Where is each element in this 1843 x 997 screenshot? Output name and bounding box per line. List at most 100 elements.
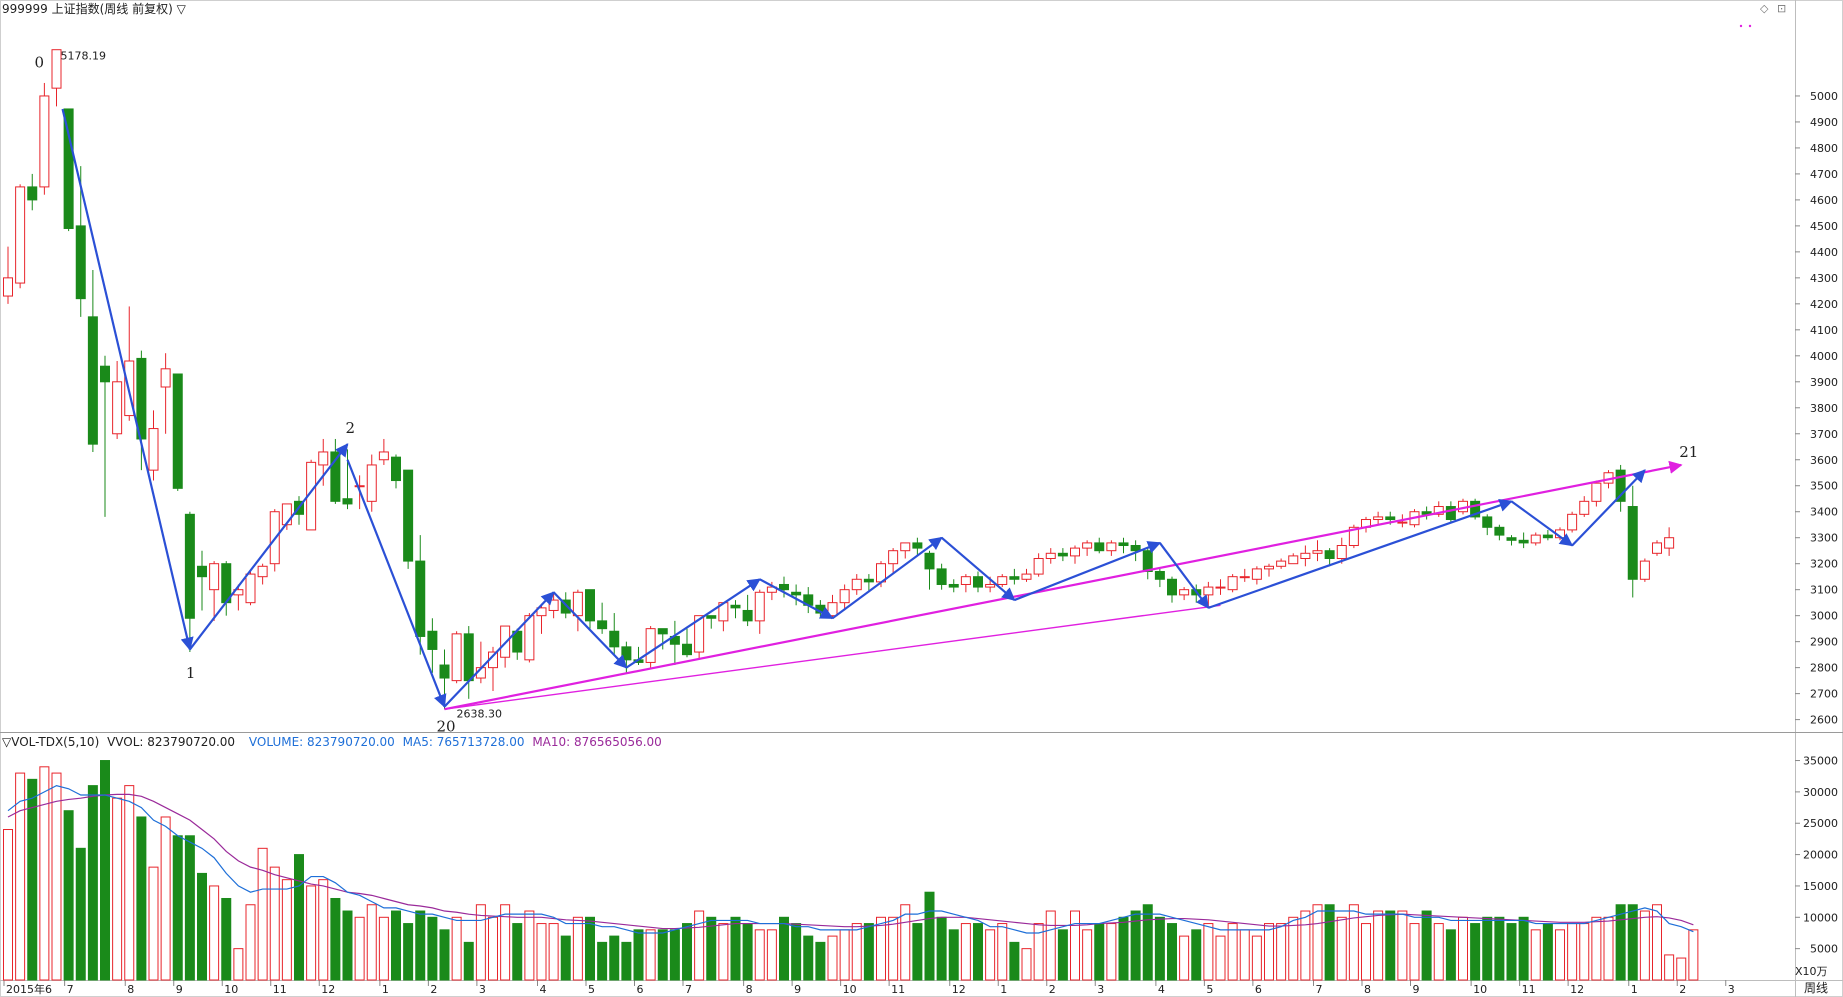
volume-bar[interactable] xyxy=(1445,929,1456,981)
volume-bar[interactable] xyxy=(1348,904,1359,981)
volume-bar[interactable] xyxy=(633,929,644,981)
candle-body[interactable] xyxy=(184,513,195,619)
candle-body[interactable] xyxy=(1203,586,1214,596)
volume-bar[interactable] xyxy=(1324,904,1335,981)
candle-body[interactable] xyxy=(839,589,850,604)
candle-body[interactable] xyxy=(791,591,802,596)
candle-body[interactable] xyxy=(985,583,996,588)
candle-body[interactable] xyxy=(1227,576,1238,591)
volume-bar[interactable] xyxy=(1542,923,1553,981)
candle-body[interactable] xyxy=(27,186,38,201)
candle-body[interactable] xyxy=(1239,576,1250,579)
candle-body[interactable] xyxy=(1264,565,1274,570)
candle-body[interactable] xyxy=(888,550,899,565)
volume-bar[interactable] xyxy=(609,935,620,981)
candle-body[interactable] xyxy=(451,633,462,682)
candle-body[interactable] xyxy=(706,615,717,619)
volume-bar[interactable] xyxy=(318,879,329,981)
volume-bar[interactable] xyxy=(815,941,826,981)
candle-body[interactable] xyxy=(1082,542,1093,549)
candle-body[interactable] xyxy=(1615,469,1626,502)
volume-bar[interactable] xyxy=(245,904,256,981)
volume-bar[interactable] xyxy=(1215,935,1226,981)
candle-body[interactable] xyxy=(1373,516,1384,521)
volume-bar[interactable] xyxy=(1021,948,1032,981)
volume-bar[interactable] xyxy=(1154,916,1165,981)
volume-bar[interactable] xyxy=(560,935,571,981)
volume-bar[interactable] xyxy=(1385,910,1396,981)
volume-bar[interactable] xyxy=(948,929,959,981)
volume-bar[interactable] xyxy=(197,872,207,981)
volume-bar[interactable] xyxy=(75,847,86,981)
volume-bar[interactable] xyxy=(1397,910,1408,981)
candle-body[interactable] xyxy=(439,664,450,679)
volume-bar[interactable] xyxy=(463,941,474,981)
volume-bar[interactable] xyxy=(269,866,280,981)
candle-body[interactable] xyxy=(1579,500,1590,515)
volume-bar[interactable] xyxy=(488,916,498,981)
volume-bar[interactable] xyxy=(257,847,268,981)
volume-bar[interactable] xyxy=(912,923,923,981)
volume-bar[interactable] xyxy=(1312,904,1323,981)
candle-body[interactable] xyxy=(1276,560,1287,567)
candle-body[interactable] xyxy=(1045,552,1056,559)
volume-bar[interactable] xyxy=(1057,929,1068,981)
volume-bar[interactable] xyxy=(512,923,523,981)
volume-bar[interactable] xyxy=(148,866,159,981)
volume-bar[interactable] xyxy=(985,929,996,981)
candle-body[interactable] xyxy=(1494,526,1505,536)
volume-bar[interactable] xyxy=(1227,923,1238,981)
volume-bar[interactable] xyxy=(172,835,183,981)
volume-bar[interactable] xyxy=(1470,923,1481,981)
volume-bar[interactable] xyxy=(900,904,911,981)
candle-body[interactable] xyxy=(997,576,1008,585)
volume-bar[interactable] xyxy=(1276,923,1287,981)
candle-body[interactable] xyxy=(900,542,911,552)
volume-bar[interactable] xyxy=(524,910,535,981)
volume-bar[interactable] xyxy=(330,897,341,981)
candle-body[interactable] xyxy=(657,628,668,635)
volume-bar[interactable] xyxy=(766,929,777,981)
candle-body[interactable] xyxy=(1506,537,1517,541)
volume-bar[interactable] xyxy=(1361,923,1371,981)
candle-body[interactable] xyxy=(75,225,86,300)
volume-bar[interactable] xyxy=(851,923,862,981)
candle-body[interactable] xyxy=(524,615,535,661)
volume-bar[interactable] xyxy=(754,929,765,981)
candle-body[interactable] xyxy=(1009,576,1020,580)
candle-body[interactable] xyxy=(197,565,207,578)
candle-body[interactable] xyxy=(779,583,789,591)
candle-body[interactable] xyxy=(1470,500,1481,518)
volume-bar[interactable] xyxy=(742,923,753,981)
volume-bar[interactable] xyxy=(475,904,486,981)
volume-bar[interactable] xyxy=(657,929,668,981)
candle-body[interactable] xyxy=(1482,516,1493,528)
candle-body[interactable] xyxy=(1094,542,1105,552)
candle-body[interactable] xyxy=(863,578,874,583)
volume-bar[interactable] xyxy=(51,772,62,981)
candle-body[interactable] xyxy=(572,591,583,617)
volume-bar[interactable] xyxy=(342,910,353,981)
candle-body[interactable] xyxy=(730,604,741,609)
candle-body[interactable] xyxy=(1070,547,1080,557)
volume-bar[interactable] xyxy=(936,916,947,981)
volume-bar[interactable] xyxy=(354,916,365,981)
candle-body[interactable] xyxy=(1542,534,1553,539)
volume-bar[interactable] xyxy=(427,916,438,981)
volume-bar[interactable] xyxy=(500,904,511,981)
volume-bar[interactable] xyxy=(1045,910,1056,981)
candle-body[interactable] xyxy=(1179,589,1190,596)
candle-body[interactable] xyxy=(160,368,171,388)
volume-bar[interactable] xyxy=(1203,923,1214,981)
candle-body[interactable] xyxy=(403,469,414,562)
candle-body[interactable] xyxy=(1021,573,1032,580)
candle-body[interactable] xyxy=(463,633,474,682)
candle-body[interactable] xyxy=(51,49,62,89)
candle-body[interactable] xyxy=(1567,513,1578,531)
volume-bar[interactable] xyxy=(1409,923,1420,981)
volume-bar[interactable] xyxy=(415,910,426,981)
candle-body[interactable] xyxy=(682,643,692,656)
candle-body[interactable] xyxy=(1300,552,1311,559)
vol-indicator-label[interactable]: ▽VOL-TDX(5,10) xyxy=(2,735,100,749)
volume-bar[interactable] xyxy=(378,916,389,981)
